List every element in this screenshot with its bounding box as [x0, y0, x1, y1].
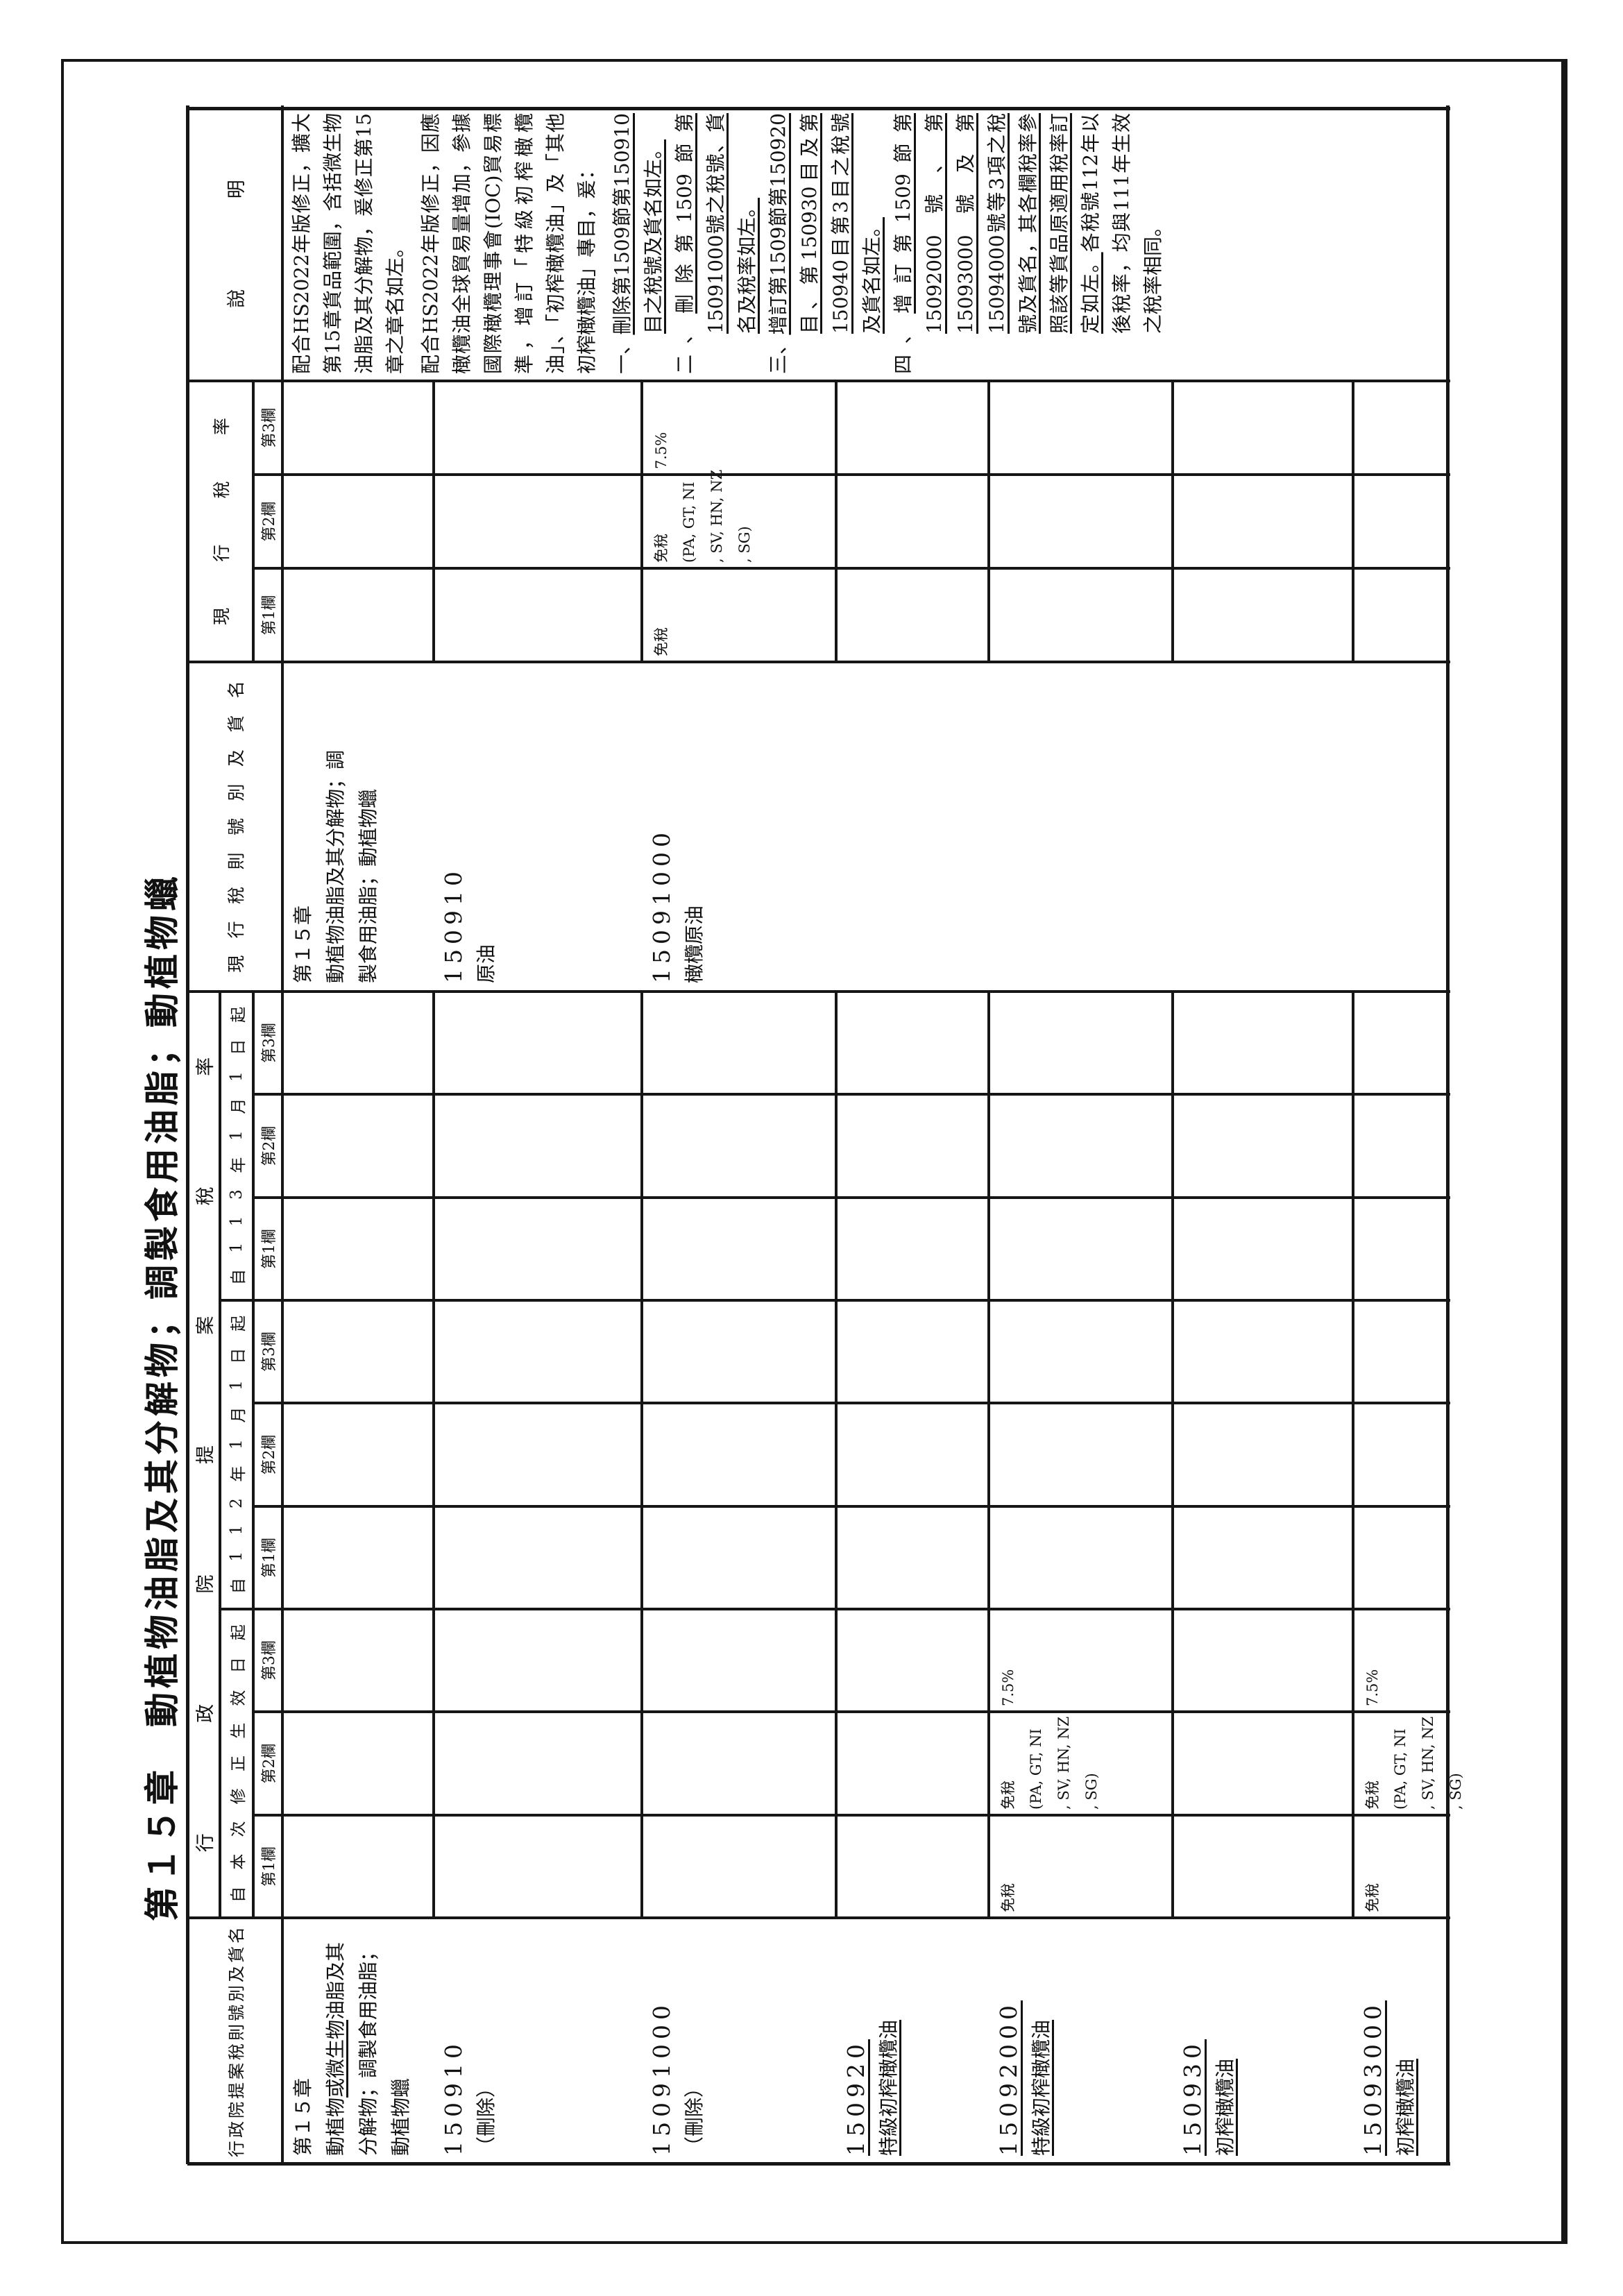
grid-line-horizontal	[281, 105, 284, 2164]
grid-line-horizontal	[640, 381, 643, 662]
remark-item-marker: 四、	[892, 313, 915, 374]
grid-line-horizontal	[987, 992, 990, 1918]
rate-line: 免稅	[1364, 1883, 1381, 1912]
rate-line: , SV, HN, NZ	[708, 469, 725, 563]
rate-cell: 免稅	[1359, 1883, 1386, 1912]
rate-cell: 免稅	[647, 627, 675, 656]
rate-line: 7.5%	[1364, 1669, 1381, 1706]
remark-1509-intro: 配合HS2022年版修正，因應橄欖油全球貿易量增加，參據國際橄欖理事會(IOC)…	[419, 113, 598, 374]
rate-line: 7.5%	[653, 432, 670, 469]
grid-line-horizontal	[1352, 992, 1354, 1918]
remark-item-marker: 二、	[673, 313, 696, 374]
rate-line: (PA, GT, NI	[1392, 1728, 1409, 1810]
grid-line-horizontal	[432, 992, 435, 1918]
grid-line-horizontal	[1446, 105, 1450, 2164]
rate-line: , SV, HN, NZ	[1420, 1716, 1436, 1810]
grid-line-vertical	[187, 661, 1450, 663]
grid-line-vertical	[187, 1916, 1450, 1919]
grid-line-horizontal	[1352, 381, 1354, 662]
rate-cell: 免稅 (PA, GT, NI , SV, HN, NZ , SG)	[647, 470, 758, 563]
grid-line-vertical	[187, 2162, 1450, 2166]
remark-item: 四、增訂第1509節第15092000號、第15093000號及第1509400…	[892, 113, 1164, 374]
rate-line: , SG)	[1083, 1773, 1100, 1810]
grid-line-horizontal	[1171, 992, 1174, 1918]
grid-line-horizontal	[432, 381, 435, 662]
remark-item-marker: 一、	[611, 334, 634, 374]
rate-cell: 7.5%	[1359, 1669, 1386, 1706]
rate-line: (PA, GT, NI	[681, 482, 697, 563]
rate-line: 7.5%	[1000, 1669, 1017, 1706]
rate-cell: 7.5%	[647, 432, 675, 469]
grid-line-vertical	[187, 380, 1450, 382]
remark-cell: 配合HS2022年版修正，擴大第15章貨品範圍，含括微生物油脂及其分解物，爰修正…	[286, 113, 1169, 374]
rate-line: 免稅	[653, 627, 670, 656]
rate-cell: 免稅 (PA, GT, NI , SV, HN, NZ , SG)	[994, 1717, 1105, 1810]
grid-line-horizontal	[640, 992, 643, 1918]
remark-item: 一、刪除第1509節第150910目之稅號及貨名如左。	[611, 113, 665, 374]
rate-line: , SG)	[736, 526, 753, 563]
grid-line-horizontal	[252, 381, 255, 662]
rate-line: (PA, GT, NI	[1028, 1728, 1044, 1810]
grid-line-horizontal	[186, 105, 189, 2164]
remark-item: 三、增訂第1509節第150920目、第150930目及第150940目第3目之…	[767, 113, 883, 374]
rate-line: 免稅	[1364, 1780, 1381, 1810]
rate-line: 免稅	[1000, 1780, 1017, 1810]
rate-line: , SV, HN, NZ	[1055, 1716, 1072, 1810]
rate-cell: 7.5%	[994, 1669, 1022, 1706]
grid-line-horizontal	[1171, 381, 1174, 662]
grid-line-horizontal	[835, 992, 838, 1918]
grid-line-vertical	[187, 990, 1450, 993]
rate-line: 免稅	[1000, 1883, 1017, 1912]
rate-line: 免稅	[653, 534, 670, 563]
grid-line-horizontal	[835, 381, 838, 662]
rate-cell: 免稅 (PA, GT, NI, SV, HN, NZ, SG)	[1359, 1717, 1470, 1810]
remark-chapter-paragraph: 配合HS2022年版修正，擴大第15章貨品範圍，含括微生物油脂及其分解物，爰修正…	[290, 113, 407, 374]
grid-line-horizontal	[252, 992, 255, 1918]
remark-item-marker: 三、	[767, 334, 790, 374]
rate-cell: 免稅	[994, 1883, 1022, 1912]
remark-item: 二、刪除第1509節第15091000號之稅號、貨名及稅率如左。	[673, 113, 758, 374]
grid-line-horizontal	[219, 992, 221, 1918]
grid-line-horizontal	[987, 381, 990, 662]
grid-line-vertical	[187, 107, 1450, 110]
